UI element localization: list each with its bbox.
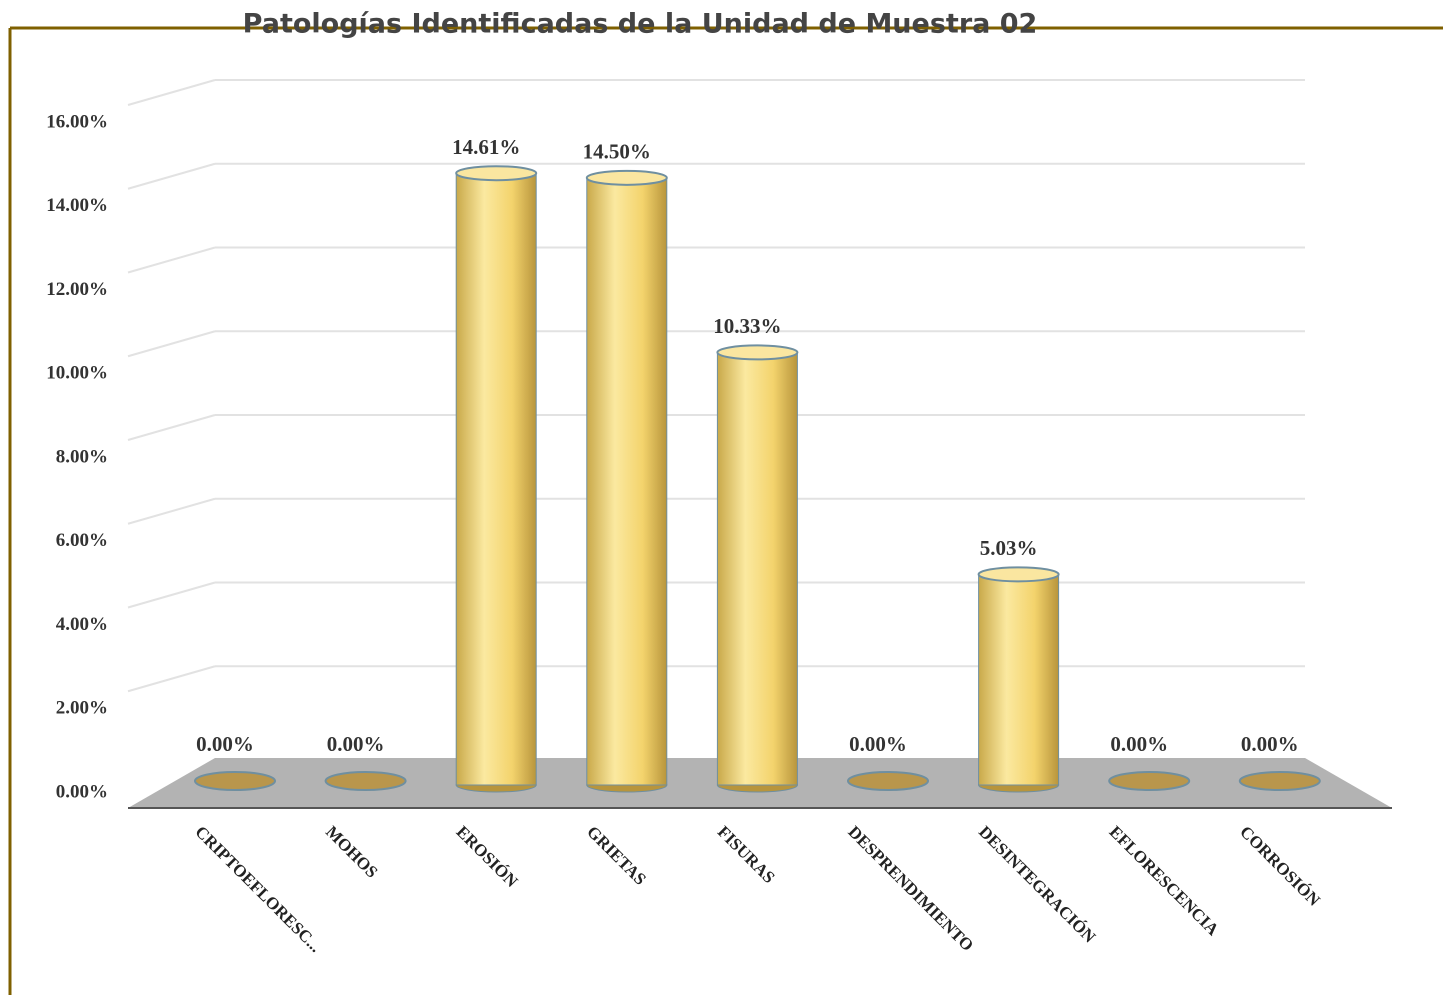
grid-line-side: [127, 79, 216, 106]
y-tick-label: 0.00%: [56, 781, 108, 802]
x-tick-label: EROSIÓN: [453, 822, 522, 891]
bar: [1238, 771, 1321, 791]
x-tick-label: MOHOS: [322, 822, 382, 882]
bar: [1108, 771, 1191, 791]
y-tick-label: 10.00%: [46, 363, 108, 384]
data-label: 0.00%: [849, 732, 907, 756]
y-tick-label: 16.00%: [46, 111, 108, 132]
bar-top: [977, 566, 1060, 583]
data-label: 0.00%: [1110, 732, 1168, 756]
bar: [978, 573, 1060, 786]
y-tick-label: 6.00%: [56, 530, 108, 551]
grid-line-side: [127, 246, 216, 274]
data-label: 0.00%: [327, 732, 385, 756]
data-label: 0.00%: [1241, 732, 1299, 756]
bar: [586, 177, 668, 786]
grid-line-side: [127, 497, 216, 525]
bar: [455, 172, 537, 786]
grid-line-side: [127, 162, 216, 190]
grid-line-side: [127, 414, 216, 441]
bar: [194, 771, 276, 791]
y-tick-label: 8.00%: [56, 446, 108, 467]
y-tick-label: 2.00%: [56, 698, 108, 719]
data-label: 0.00%: [196, 732, 254, 756]
x-tick-label: DESPRENDIMIENTO: [844, 822, 977, 955]
x-tick-label: EFLORESCENCIA: [1106, 822, 1223, 939]
data-label: 10.33%: [713, 314, 781, 338]
bar-top: [585, 169, 668, 186]
x-tick-label: CRIPTOEFLORESC...: [191, 822, 325, 956]
grid-line-side: [127, 665, 216, 693]
bar: [716, 351, 798, 786]
data-label: 5.03%: [980, 536, 1038, 560]
x-tick-label: DESINTEGRACIÓN: [975, 822, 1100, 947]
data-label: 14.61%: [452, 135, 520, 159]
bar: [324, 771, 407, 791]
chart-title: Patologías Identificadas de la Unidad de…: [243, 9, 1038, 40]
y-tick-label: 12.00%: [46, 279, 108, 300]
bar-top: [716, 344, 799, 361]
grid-line-side: [127, 330, 216, 358]
x-tick-label: GRIETAS: [583, 822, 650, 889]
bar-top: [455, 165, 538, 182]
data-label: 14.50%: [583, 140, 651, 164]
bar: [847, 771, 929, 791]
x-tick-label: FISURAS: [714, 822, 779, 887]
grid-line-side: [127, 581, 216, 609]
y-tick-label: 14.00%: [46, 195, 108, 216]
y-tick-label: 4.00%: [56, 614, 108, 635]
x-tick-label: CORROSIÓN: [1236, 822, 1324, 910]
